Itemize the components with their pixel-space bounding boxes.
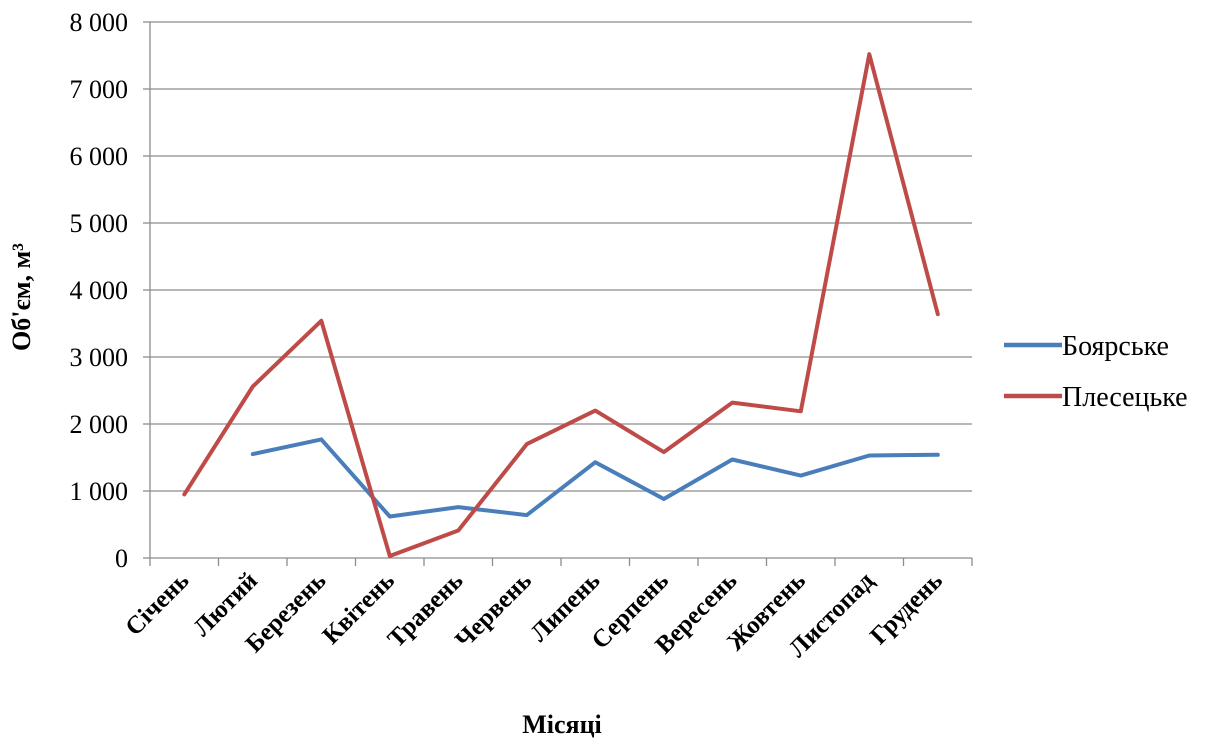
legend: Боярське Плесецьке: [1004, 331, 1188, 413]
series-line-1: [250, 437, 940, 519]
gridlines: [143, 21, 972, 559]
axes: [149, 22, 973, 566]
y-tick-label: 6 000: [70, 142, 129, 171]
y-tick-label: 8 000: [70, 8, 129, 37]
y-tick-label: 1 000: [70, 477, 129, 506]
series-line-2: [182, 52, 940, 558]
x-tick-labels: СіченьЛютийБерезеньКвітеньТравеньЧервень…: [120, 567, 948, 663]
y-tick-labels: 0 1 000 2 000 3 000 4 000 5 000 6 000 7 000 8 00…: [70, 8, 129, 573]
x-axis-title: Місяці: [522, 710, 602, 739]
y-tick-label: 7 000: [70, 75, 129, 104]
legend-label: Плесецьке: [1062, 382, 1188, 413]
x-tick-label: Грудень: [865, 567, 948, 650]
y-tick-label: 0: [115, 544, 128, 573]
y-axis-title: Об'єм, м³: [7, 243, 36, 351]
x-tick-label: Січень: [120, 567, 194, 641]
y-tick-label: 5 000: [70, 209, 129, 238]
y-tick-label: 4 000: [70, 276, 129, 305]
y-tick-label: 2 000: [70, 410, 129, 439]
x-tick-label: Червень: [450, 567, 537, 654]
series-lines: [182, 52, 940, 558]
y-tick-label: 3 000: [70, 343, 129, 372]
legend-label: Боярське: [1062, 331, 1169, 362]
